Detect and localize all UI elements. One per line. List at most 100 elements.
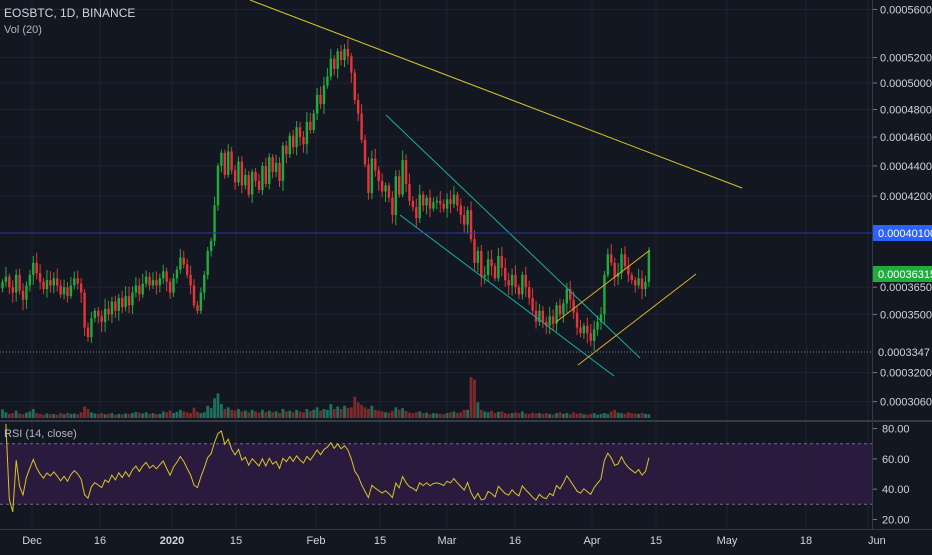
candle-body[interactable] (268, 157, 271, 184)
candle-body[interactable] (250, 171, 254, 195)
candle-body[interactable] (538, 310, 541, 322)
candle-body[interactable] (274, 163, 278, 172)
candle-body[interactable] (346, 48, 350, 57)
candle-body[interactable] (315, 94, 319, 114)
rising-channel-lower[interactable] (577, 273, 697, 366)
candle-body[interactable] (134, 285, 138, 293)
rsi-line[interactable] (5, 423, 650, 513)
candle-body[interactable] (45, 280, 49, 289)
candle-body[interactable] (209, 240, 213, 251)
candle-body[interactable] (175, 269, 179, 279)
candle-body[interactable] (623, 254, 627, 267)
candle-body[interactable] (38, 273, 42, 282)
candle-body[interactable] (131, 292, 134, 306)
candle-body[interactable] (21, 290, 25, 300)
candle-body[interactable] (404, 160, 408, 184)
candle-body[interactable] (384, 185, 387, 192)
candle-body[interactable] (421, 194, 425, 206)
volume-legend[interactable]: Vol (20) (4, 24, 42, 36)
candle-body[interactable] (398, 176, 401, 195)
candle-body[interactable] (500, 255, 504, 268)
candle-body[interactable] (510, 274, 514, 286)
candle-body[interactable] (103, 308, 107, 322)
candle-body[interactable] (620, 254, 623, 274)
candle-body[interactable] (408, 183, 411, 201)
candle-body[interactable] (179, 257, 182, 270)
candle-body[interactable] (192, 285, 196, 306)
candle-body[interactable] (141, 283, 144, 295)
candle-body[interactable] (168, 281, 172, 293)
candle-body[interactable] (387, 185, 391, 198)
candle-body[interactable] (517, 287, 521, 295)
candle-body[interactable] (90, 318, 93, 338)
candle-body[interactable] (62, 287, 66, 295)
candle-body[interactable] (367, 164, 370, 194)
candle-body[interactable] (596, 321, 599, 330)
candle-body[interactable] (353, 72, 356, 101)
candle-body[interactable] (531, 297, 534, 311)
candle-body[interactable] (380, 180, 384, 192)
candle-body[interactable] (213, 205, 216, 241)
candle-body[interactable] (11, 287, 14, 293)
candle-body[interactable] (507, 280, 510, 286)
candle-body[interactable] (292, 135, 295, 148)
candle-body[interactable] (630, 274, 633, 281)
candle-body[interactable] (42, 281, 45, 289)
candle-body[interactable] (223, 152, 226, 175)
candle-body[interactable] (261, 165, 264, 190)
candle-body[interactable] (165, 271, 168, 282)
candle-body[interactable] (456, 194, 459, 206)
candle-body[interactable] (237, 161, 240, 183)
candle-body[interactable] (322, 85, 326, 105)
candle-body[interactable] (411, 200, 415, 208)
candle-body[interactable] (558, 305, 562, 315)
candle-body[interactable] (534, 310, 538, 322)
candle-body[interactable] (185, 264, 189, 275)
candle-body[interactable] (469, 210, 473, 240)
candle-body[interactable] (497, 255, 500, 279)
candle-body[interactable] (329, 58, 333, 77)
candle-body[interactable] (148, 276, 151, 286)
candle-body[interactable] (28, 274, 32, 286)
candle-body[interactable] (216, 165, 220, 206)
candle-body[interactable] (435, 200, 439, 203)
candle-body[interactable] (230, 151, 233, 171)
candle-body[interactable] (271, 157, 274, 172)
candle-body[interactable] (8, 276, 11, 288)
candle-body[interactable] (264, 165, 268, 184)
candle-body[interactable] (339, 51, 343, 61)
candle-body[interactable] (254, 171, 257, 181)
candle-body[interactable] (319, 94, 322, 105)
candle-body[interactable] (606, 254, 610, 275)
candle-body[interactable] (124, 296, 127, 308)
candle-body[interactable] (610, 254, 613, 263)
candle-body[interactable] (76, 278, 79, 284)
candle-body[interactable] (548, 316, 551, 326)
candle-body[interactable] (35, 262, 38, 274)
candle-body[interactable] (514, 274, 517, 288)
candle-body[interactable] (486, 259, 490, 275)
candle-body[interactable] (333, 58, 336, 69)
candle-body[interactable] (240, 161, 244, 186)
candle-body[interactable] (59, 285, 62, 295)
candle-body[interactable] (66, 287, 69, 297)
candle-body[interactable] (86, 327, 90, 338)
candle-body[interactable] (572, 299, 575, 313)
candle-body[interactable] (425, 197, 428, 206)
rising-channel-upper[interactable] (555, 249, 651, 323)
candle-body[interactable] (551, 316, 555, 324)
candle-body[interactable] (114, 301, 117, 311)
candle-body[interactable] (49, 280, 52, 286)
candle-body[interactable] (52, 278, 55, 286)
candle-body[interactable] (586, 325, 589, 334)
candle-body[interactable] (336, 51, 339, 69)
candle-body[interactable] (100, 316, 103, 322)
falling-channel-lower[interactable] (399, 214, 615, 377)
candle-body[interactable] (227, 151, 230, 175)
candle-body[interactable] (644, 281, 647, 289)
candle-body[interactable] (394, 176, 397, 215)
candle-body[interactable] (144, 276, 148, 284)
candle-body[interactable] (634, 280, 637, 286)
candle-body[interactable] (285, 145, 288, 155)
candle-body[interactable] (25, 285, 28, 300)
